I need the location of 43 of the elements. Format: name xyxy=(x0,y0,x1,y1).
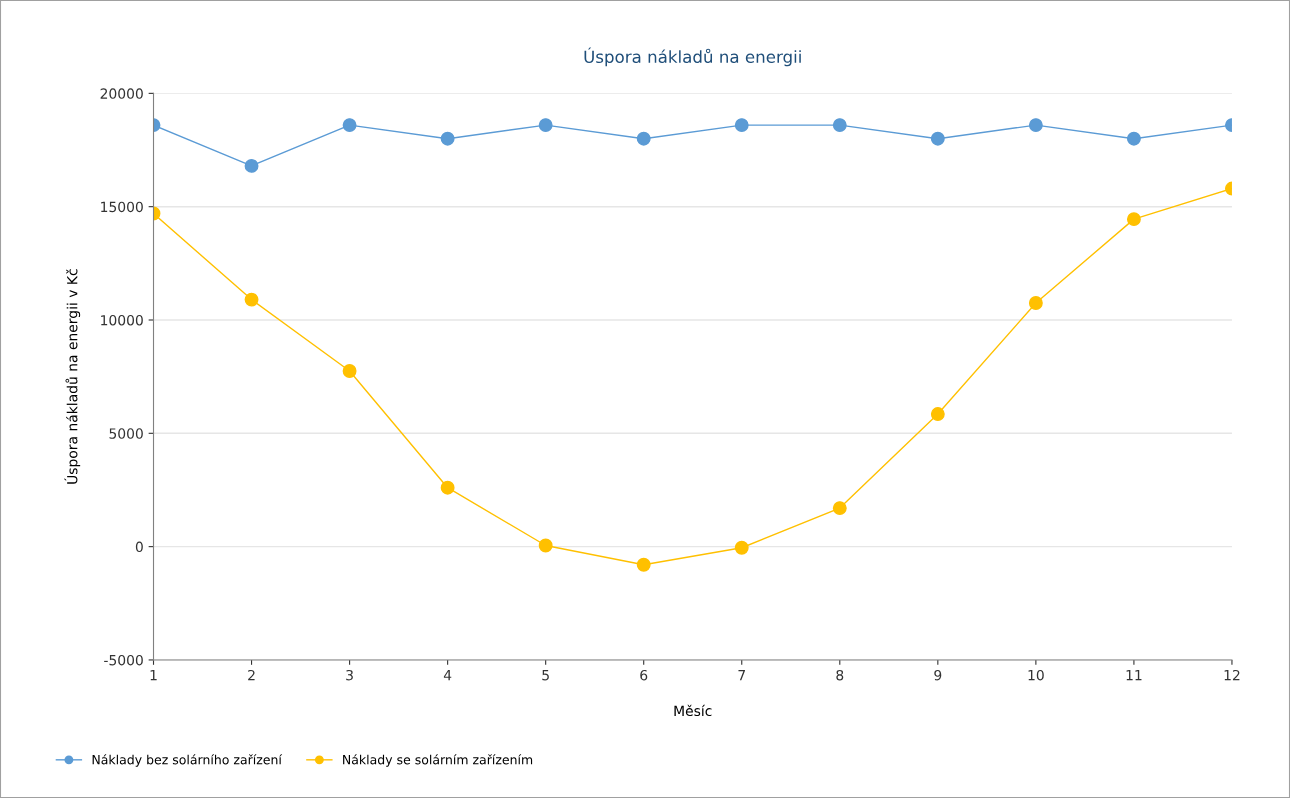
point xyxy=(1028,118,1043,133)
point xyxy=(734,540,749,555)
x-axis-title: Měsíc xyxy=(674,704,712,717)
point xyxy=(440,480,455,495)
point xyxy=(930,407,945,421)
x-tick-label: 5 xyxy=(542,670,549,681)
point xyxy=(440,131,455,146)
point xyxy=(342,364,357,378)
point xyxy=(1126,212,1141,227)
point xyxy=(1126,131,1141,146)
point xyxy=(538,538,553,553)
legend-label: Náklady bez solárního zařízení xyxy=(92,754,283,767)
y-tick-label: 10000 xyxy=(101,314,143,326)
point xyxy=(342,118,357,133)
y-tick-label: -5000 xyxy=(104,654,143,666)
point xyxy=(734,118,749,133)
x-tick-label: 3 xyxy=(346,669,353,681)
x-tick-label: 1 xyxy=(150,670,157,681)
point xyxy=(244,292,259,307)
point xyxy=(832,118,847,133)
x-tick-label: 10 xyxy=(1028,669,1044,681)
x-tick-label: 9 xyxy=(934,669,942,681)
point xyxy=(1028,296,1043,310)
y-tick-label: 0 xyxy=(135,541,143,553)
chart-title: Úspora nákladů na energii xyxy=(584,47,801,67)
point xyxy=(930,131,945,146)
x-tick-label: 2 xyxy=(248,669,255,681)
x-tick-label: 11 xyxy=(1126,670,1142,681)
legend-label: Náklady se solárním zařízením xyxy=(343,754,533,767)
point xyxy=(636,131,651,146)
x-tick-label: 12 xyxy=(1224,669,1240,681)
x-tick-label: 4 xyxy=(443,670,452,681)
y-tick-label: 5000 xyxy=(109,428,143,439)
y-tick-label: 20000 xyxy=(100,88,143,99)
point xyxy=(636,557,651,572)
x-tick-label: 8 xyxy=(836,669,844,681)
x-tick-label: 6 xyxy=(640,669,648,681)
point xyxy=(244,158,259,173)
point xyxy=(832,501,847,516)
x-tick-label: 7 xyxy=(738,670,745,681)
y-axis-title: Úspora nákladů na energii v Kč xyxy=(64,269,81,484)
point xyxy=(538,118,553,133)
y-tick-label: 15000 xyxy=(101,201,143,213)
